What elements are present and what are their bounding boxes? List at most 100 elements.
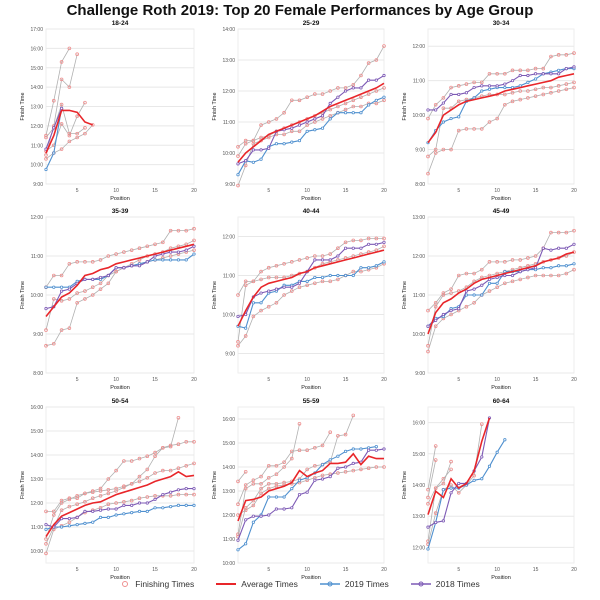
x-tick-label: 20 [571, 567, 577, 573]
finishing-time-point [374, 236, 379, 241]
y-tick-label: 11:00 [223, 537, 235, 543]
2019-times-point [184, 258, 188, 262]
x-tick-label: 10 [304, 377, 310, 383]
finishing-time-point [518, 277, 523, 282]
2018-times-point [518, 73, 522, 78]
finishing-time-point [236, 145, 240, 149]
finishing-time-point [192, 238, 196, 243]
finishing-time-point [192, 492, 196, 497]
finishing-time-point [426, 349, 430, 354]
finishing-time-point [328, 107, 333, 112]
2019-times-point [328, 117, 332, 121]
2018-times-point [290, 506, 294, 510]
finishing-time-point [90, 293, 95, 297]
2018-times-point [426, 108, 430, 112]
finishing-time-point [320, 443, 325, 448]
2019-times-point [549, 266, 553, 270]
2018-times-point [510, 79, 515, 83]
finishing-time-point [153, 242, 157, 247]
x-tick-label: 5 [267, 188, 270, 194]
2019-times-point [480, 89, 484, 93]
finishing-times-line [237, 423, 300, 535]
finishing-time-point [266, 486, 271, 491]
x-tick-label: 15 [533, 377, 539, 383]
finishing-time-point [114, 252, 118, 256]
finishing-time-point [243, 505, 248, 510]
finishing-time-point [44, 153, 48, 157]
finishing-time-point [236, 154, 240, 158]
finishing-time-point [510, 68, 515, 73]
finishing-time-point [75, 502, 79, 507]
finishing-time-point [464, 82, 469, 86]
finishing-time-point [305, 283, 309, 288]
2018-times-point [184, 248, 188, 252]
finishing-time-point [75, 114, 79, 118]
2018-times-point [328, 258, 332, 262]
2019-times-point [305, 279, 309, 283]
finishing-time-point [336, 471, 340, 475]
finishing-time-point [533, 94, 538, 98]
2019-times-point [526, 80, 530, 84]
finishing-time-point [168, 468, 173, 473]
2019-times-point [297, 478, 302, 482]
finishing-time-point [449, 459, 453, 464]
2018-times-point [290, 126, 294, 130]
chart-title: Challenge Roth 2019: Top 20 Female Perfo… [66, 2, 534, 19]
y-tick-label: 16:00 [30, 405, 43, 411]
finishing-time-point [251, 279, 256, 284]
finishing-time-point [243, 163, 248, 168]
x-tick-label: 10 [113, 188, 119, 194]
2018-times-point [426, 525, 430, 529]
2019-times-point [297, 139, 302, 143]
finishing-time-point [251, 503, 256, 508]
2019-times-point [251, 301, 255, 305]
finishing-time-point [59, 77, 64, 82]
2019-times-point [382, 95, 386, 99]
finishing-time-point [479, 127, 484, 131]
y-tick-label: 12:00 [412, 254, 425, 260]
finishing-time-point [106, 502, 111, 507]
finishing-time-point [67, 85, 72, 89]
finishing-time-point [297, 129, 302, 134]
finishing-time-point [266, 481, 271, 486]
2018-times-point [67, 287, 71, 291]
finishing-time-point [274, 117, 279, 121]
finishing-time-point [251, 478, 256, 483]
finishing-time-point [176, 442, 181, 447]
2019-times-point [106, 515, 110, 520]
finishing-time-point [297, 98, 302, 103]
y-tick-label: 10:00 [222, 313, 235, 319]
x-tick-label: 15 [533, 188, 539, 194]
finishing-time-point [336, 86, 340, 90]
finishing-time-point [44, 328, 48, 332]
finishing-time-point [274, 263, 279, 268]
2018-times-point [290, 285, 294, 289]
2018-times-point [434, 318, 438, 322]
2019-times-point [541, 266, 545, 270]
finishing-time-point [67, 297, 72, 301]
2018-times-point [122, 266, 126, 270]
y-tick-label: 9:00 [415, 148, 425, 154]
y-tick-label: 15:00 [412, 452, 425, 458]
y-tick-label: 13:00 [30, 105, 43, 111]
finishing-time-point [51, 273, 56, 278]
2018-times-point [169, 490, 173, 494]
2018-times-point [457, 481, 461, 486]
y-tick-label: 15:00 [30, 429, 43, 435]
2018-times-point [343, 246, 348, 250]
2018-times-point [267, 513, 271, 517]
x-tick-label: 5 [76, 567, 79, 573]
2019-times-point [472, 478, 476, 482]
2018-times-point [313, 117, 317, 121]
finishing-time-point [503, 92, 507, 97]
2018-times-point [236, 538, 240, 542]
finishing-time-point [305, 123, 309, 127]
x-tick-label: 5 [267, 377, 270, 383]
2018-times-point [480, 283, 484, 287]
finishing-time-point [289, 129, 294, 134]
finishing-time-point [328, 430, 333, 435]
2018-times-point [83, 509, 87, 513]
finishing-time-point [456, 273, 461, 278]
y-tick-label: 12:00 [412, 44, 425, 50]
2019-times-point [557, 264, 561, 268]
